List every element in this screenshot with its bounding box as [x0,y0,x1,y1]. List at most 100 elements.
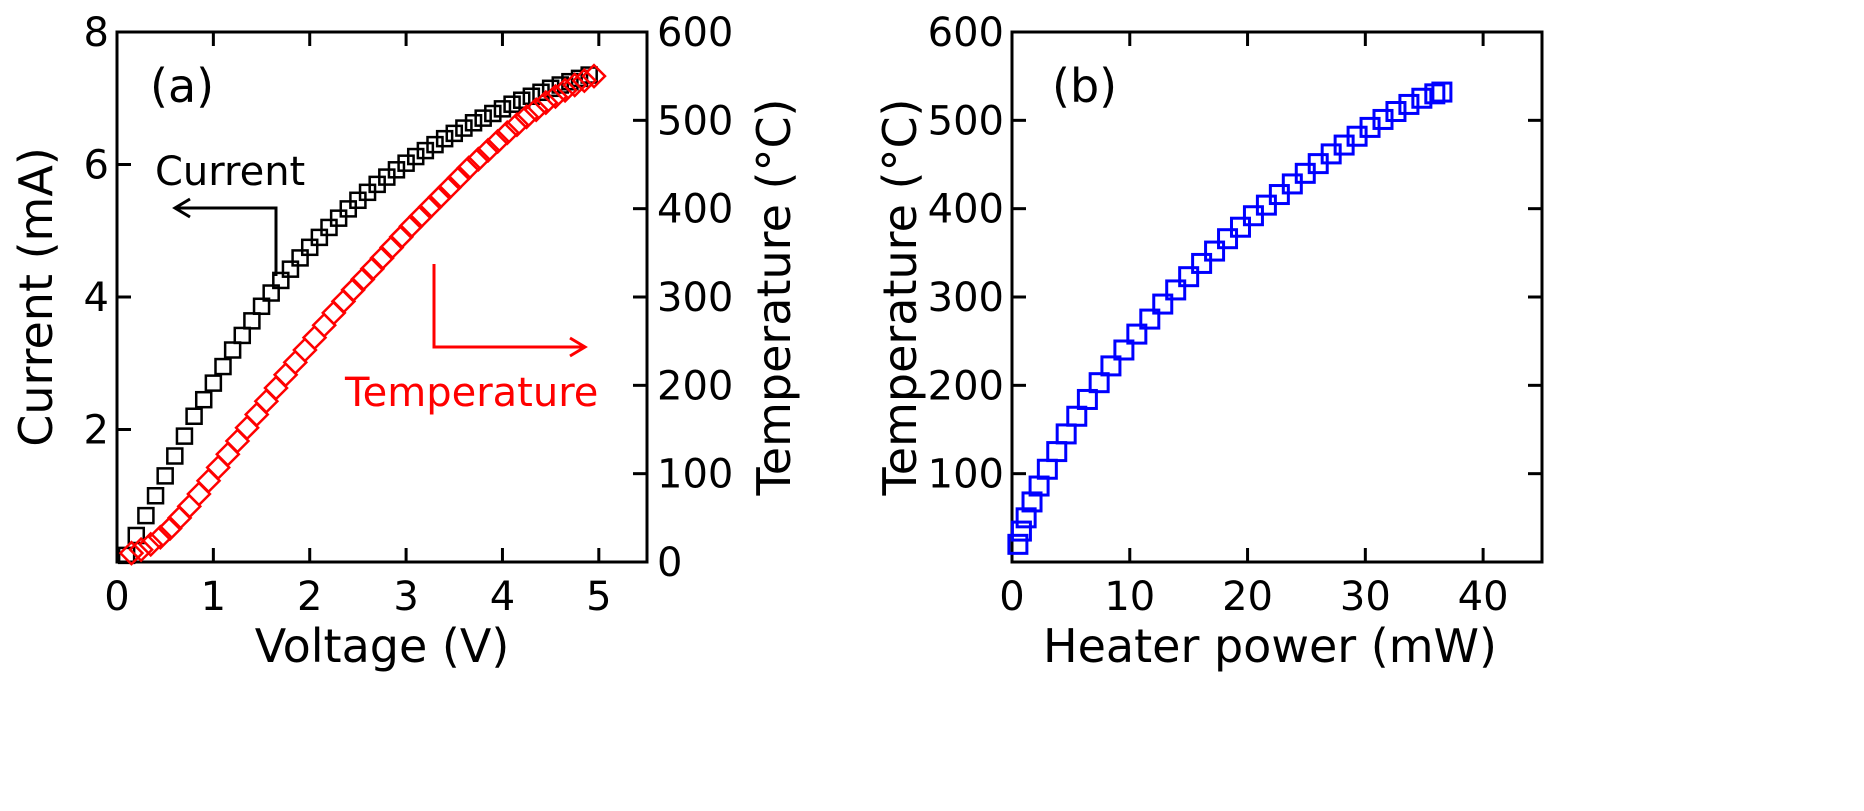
current-data-point [194,390,213,409]
panel-a-x-tick-label: 3 [393,574,418,620]
temperature-data-point [243,401,270,428]
panel-a-right-y-tick-label: 500 [657,98,733,144]
panel-b-x-tick-label: 30 [1340,574,1391,620]
temperature-data-point [427,184,453,210]
temperature-data-point [137,531,164,558]
current-data-point [503,95,521,113]
panel-a-x-tick-label: 5 [586,574,611,620]
current-data-point [252,297,271,316]
power-temperature-data-point [1431,81,1453,103]
temperature-data-point [330,288,357,315]
panel-a-left-y-tick-label: 6 [84,143,109,189]
current-data-point [137,506,155,525]
temperature-data-point [455,155,482,181]
current-data-point [310,228,329,247]
temperature-data-point [417,194,443,220]
temperature-data-point [552,77,578,104]
panel-b-y-tick-label: 300 [928,275,1004,321]
current-data-point [329,209,348,227]
temperature-data-point [195,467,222,494]
temperature-data-point [523,96,549,123]
temperature-data-point [446,164,472,191]
current-data-point [406,147,425,166]
current-data-point [185,407,203,425]
temperature-data-point [321,300,347,326]
temperature-data-point [292,337,318,363]
power-temperature-data-point [1100,355,1122,377]
current-data-point [435,129,454,148]
current-data-point [464,114,483,132]
power-temperature-data-point [1424,83,1446,105]
temperature-data-point [533,89,559,116]
power-temperature-data-point [1191,252,1213,274]
power-temperature-data-point [1007,533,1029,555]
panel-b-label: (b) [1052,59,1117,113]
temperature-data-point [581,63,607,89]
temperature-arrow-line [432,264,585,349]
temperature-data-point [504,111,530,138]
temperature-data-point [282,349,309,376]
panel-a: 0 1 2 3 4 5 2 4 6 8 0 100 200 300 400 500 600 (a) Curren… [9,10,801,673]
panel-a-ticks [115,30,647,564]
power-temperature-data-point [1126,323,1148,345]
temperature-data-point [253,388,280,415]
annotation-temperature: Temperature [344,370,598,416]
temperature-data-point [542,83,569,110]
temperature-data-point [311,312,337,339]
panel-a-left-y-axis-label: Current (mA) [9,147,63,447]
power-temperature-data-point [1268,184,1290,206]
current-data-point [233,326,252,345]
power-temperature-data-point [1255,194,1277,216]
temperature-data-point [118,540,145,566]
current-arrow-head [172,197,191,219]
temperature-data-point [147,524,174,551]
panel-a-right-y-axis-label: Temperature (°C) [747,98,801,496]
current-data-point [300,238,319,257]
panel-b-tick-labels: 0 10 20 30 40 100 200 300 400 500 600 [928,10,1509,620]
current-data-point [320,218,338,237]
current-data-point [484,104,502,123]
power-temperature-data-point [1152,293,1174,315]
temperature-data-point [128,536,154,563]
panel-b-y-tick-label: 100 [928,452,1004,498]
temperature-data-point [571,67,598,94]
panel-a-x-tick-label: 2 [297,574,322,620]
current-data-point [281,260,300,278]
panel-a-right-y-tick-label: 0 [657,540,682,586]
panel-a-right-y-tick-label: 200 [657,363,733,409]
panel-b-y-tick-label: 600 [928,10,1004,56]
temperature-data-point [224,428,251,454]
panel-b-x-tick-label: 0 [999,574,1024,620]
power-temperature-data-point [1139,308,1161,330]
panel-a-right-y-tick-label: 300 [657,275,733,321]
power-temperature-data-point [1010,520,1032,542]
temperature-data-point [263,375,289,401]
panel-a-tick-labels: 0 1 2 3 4 5 2 4 6 8 0 100 200 300 400 500 600 [84,10,734,620]
panel-b-x-tick-label: 10 [1104,574,1155,620]
current-arrow-line [175,206,278,276]
power-temperature-data-point [1165,279,1187,301]
panel-b-x-tick-label: 40 [1458,574,1509,620]
current-data-point [416,141,435,160]
current-data-point [474,109,492,127]
power-temperature-data-point [1076,388,1098,410]
panel-b-y-tick-label: 400 [928,187,1004,233]
power-temperature-data-point [1015,507,1037,529]
temperature-data-point [484,128,511,155]
power-temperature-data-point [1217,228,1239,250]
panel-a-series-current [117,66,598,565]
power-temperature-data-point [1398,93,1420,115]
panel-a-x-tick-label: 4 [490,574,515,620]
panel-a-right-y-tick-label: 100 [657,452,733,498]
power-temperature-data-point [1242,205,1264,227]
annotation-current: Current [155,149,305,195]
temperature-data-point [475,137,501,164]
power-temperature-data-point [1021,491,1043,513]
temperature-data-point [561,72,588,98]
current-data-point [291,249,309,267]
temperature-data-point [436,174,463,201]
panel-b-x-axis-label: Heater power (mW) [1043,619,1497,673]
panel-b-y-axis-label: Temperature (°C) [873,98,927,496]
panel-a-label: (a) [150,59,214,113]
panel-a-left-y-tick-label: 4 [84,275,109,321]
